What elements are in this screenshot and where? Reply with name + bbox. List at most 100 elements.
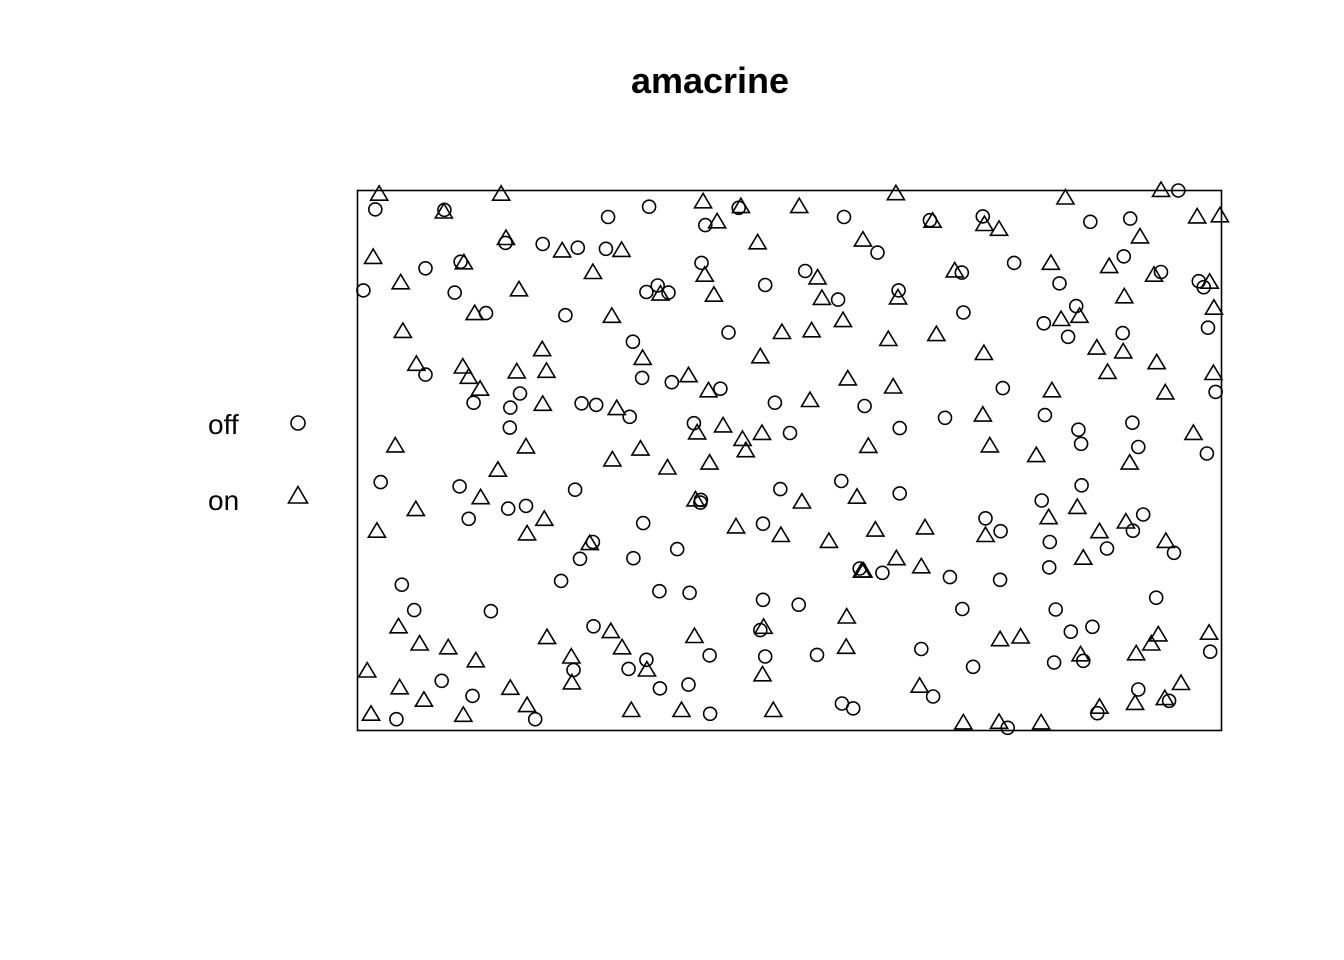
point-off-56 [713,381,728,397]
point-off-82 [755,516,771,532]
point-off-85 [892,486,908,501]
point-on-69 [735,440,756,458]
point-on-16 [390,272,411,290]
point-on-93 [687,422,708,440]
point-off-58 [782,425,798,441]
point-on-6 [707,211,728,229]
point-off-76 [567,482,583,498]
point-on-76 [1026,445,1047,463]
point-off-73 [461,511,477,527]
point-off-67 [1125,415,1140,431]
legend-label-on: on [208,485,239,516]
point-on-100 [915,517,936,535]
point-off-118 [465,688,480,704]
point-off-138 [527,711,543,727]
point-on-133 [836,637,857,655]
point-on-132 [752,664,773,682]
point-on-146 [1089,697,1110,715]
point-on-64 [630,439,651,456]
point-off-83 [772,481,788,497]
point-off-43 [1200,320,1216,336]
point-on-155 [388,616,409,634]
point-on-86 [487,460,508,478]
point-on-2 [433,202,454,219]
point-off-125 [757,649,773,664]
point-on-115 [853,561,874,578]
point-off-122 [652,681,668,696]
point-off-0 [367,202,383,217]
point-off-78 [635,515,651,531]
point-on-153 [360,704,382,722]
point-off-54 [634,370,650,386]
point-off-20 [558,307,573,323]
point-off-33 [1006,255,1022,271]
point-on-52 [1051,309,1072,327]
point-on-62 [532,394,553,412]
point-off-52 [588,397,604,413]
point-off-90 [1041,560,1057,575]
point-off-12 [356,283,371,298]
legend-label-off: off [208,409,239,440]
point-off-46 [418,367,433,382]
point-off-23 [650,278,666,293]
point-on-56 [1146,352,1167,370]
point-on-21 [582,262,603,280]
point-off-45 [598,241,614,257]
point-on-83 [366,521,387,539]
point-off-133 [1046,655,1062,670]
point-off-64 [1071,422,1086,438]
point-on-106 [1155,531,1176,549]
point-off-38 [1116,249,1132,264]
point-on-53 [1069,306,1090,324]
point-off-29 [870,245,885,260]
point-off-5 [697,217,713,233]
point-on-84 [405,499,426,517]
point-on-123 [517,695,538,713]
point-on-23 [694,265,715,283]
point-off-112 [1085,619,1100,635]
point-off-99 [553,573,569,589]
point-on-33 [1114,286,1135,304]
point-on-137 [1010,627,1031,644]
point-on-87 [515,436,536,454]
point-on-41 [452,357,473,374]
point-off-128 [845,701,861,716]
point-on-121 [465,650,486,668]
point-on-97 [818,531,839,549]
point-on-94 [732,429,753,447]
point-on-143 [1171,673,1191,691]
point-off-60 [892,420,908,436]
point-on-65 [632,348,653,366]
point-on-40 [464,303,485,321]
point-off-114 [1063,624,1079,640]
point-off-28 [830,292,846,307]
point-on-26 [807,267,828,285]
point-off-123 [681,677,696,692]
point-on-24 [703,285,724,303]
point-on-68 [713,415,734,433]
point-off-108 [942,569,958,585]
point-on-90 [579,533,600,551]
point-off-72 [452,479,467,494]
point-on-18 [495,228,516,246]
point-on-10 [1055,188,1076,205]
point-off-135 [1131,682,1146,697]
point-on-116 [357,661,378,678]
point-on-38 [811,288,832,306]
point-on-50 [926,324,947,342]
point-off-88 [1034,493,1049,508]
point-on-71 [837,368,858,386]
point-off-57 [767,395,783,411]
point-off-66 [1131,439,1146,455]
point-off-48 [502,400,518,415]
point-off-42 [1196,279,1211,295]
point-on-57 [385,435,406,453]
point-on-129 [636,660,657,677]
point-on-59 [458,367,479,385]
point-on-54 [1086,338,1107,355]
point-on-111 [685,489,706,507]
point-on-95 [751,423,772,441]
point-off-32 [956,305,971,320]
legend-triangle-marker [287,484,309,504]
